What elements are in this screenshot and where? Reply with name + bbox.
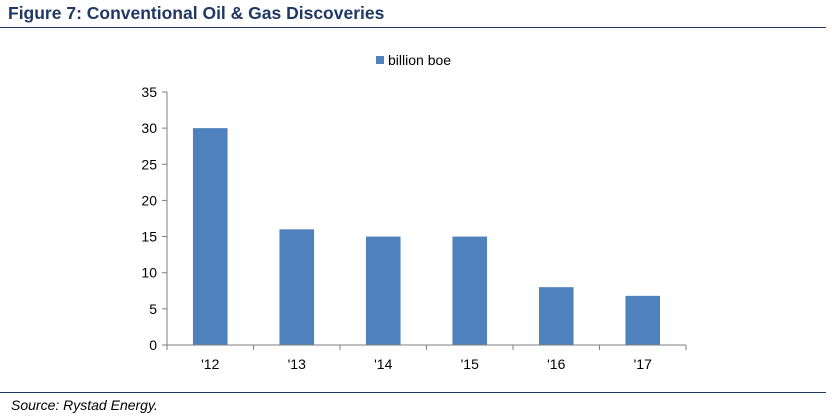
bars	[192, 128, 661, 345]
x-tick-label: '15	[461, 356, 479, 372]
y-tick-label: 0	[149, 337, 157, 353]
y-axis-ticks: 0 5 10 15 20 25 30 35	[141, 84, 167, 353]
bar	[279, 229, 315, 345]
y-tick-label: 15	[141, 229, 157, 245]
x-axis-ticks: '12 '13 '14 '15 '16 '17	[166, 345, 687, 372]
x-tick-label: '16	[547, 356, 565, 372]
bar	[538, 287, 574, 345]
bar	[192, 128, 228, 345]
y-tick-label: 20	[141, 192, 157, 208]
footer-rule	[0, 392, 826, 393]
x-tick-label: '14	[374, 356, 392, 372]
y-tick-label: 25	[141, 156, 157, 172]
y-tick-label: 10	[141, 265, 157, 281]
bar	[365, 236, 401, 345]
x-tick-label: '17	[634, 356, 652, 372]
source-note: Source: Rystad Energy.	[11, 397, 158, 413]
chart-legend: billion boe	[376, 52, 451, 68]
y-tick-label: 30	[141, 120, 157, 136]
axes	[166, 92, 686, 346]
bar	[452, 236, 488, 345]
x-tick-label: '13	[288, 356, 306, 372]
bar	[625, 295, 661, 345]
x-tick-label: '12	[201, 356, 219, 372]
legend-swatch	[376, 56, 384, 64]
legend-label: billion boe	[388, 52, 451, 68]
title-rule	[0, 27, 826, 28]
y-tick-label: 35	[141, 84, 157, 100]
figure-title: Figure 7: Conventional Oil & Gas Discove…	[8, 3, 385, 23]
y-tick-label: 5	[149, 301, 157, 317]
